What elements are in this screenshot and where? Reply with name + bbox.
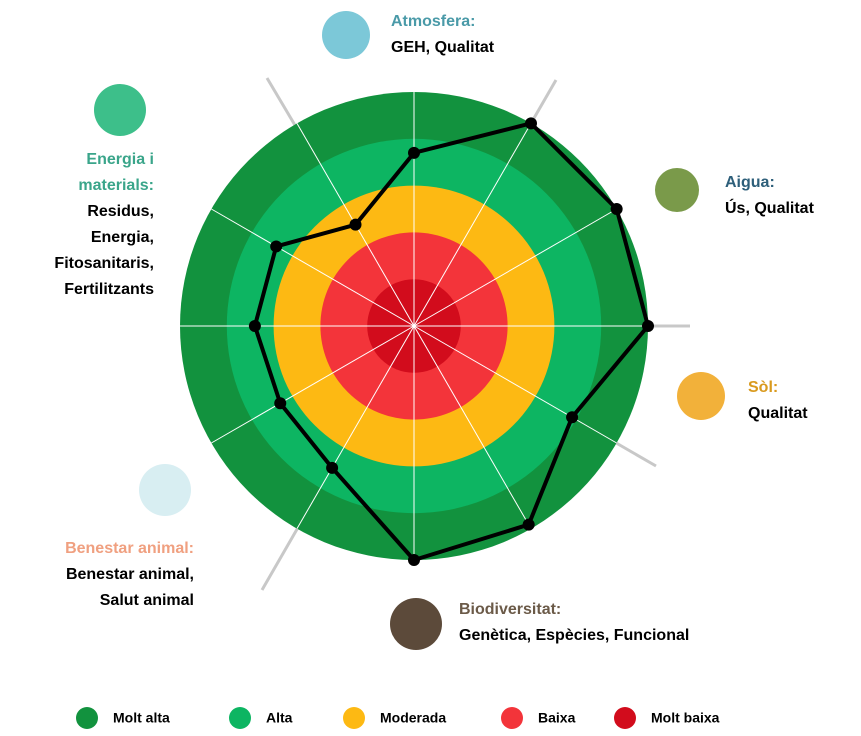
spokes <box>180 92 648 560</box>
icon-aigua <box>655 168 699 212</box>
radar-point <box>566 411 579 424</box>
legend-label: Alta <box>266 710 293 726</box>
spoke <box>413 325 532 529</box>
group-item: Genètica, Espècies, Funcional <box>459 627 689 644</box>
spoke <box>413 325 617 444</box>
spoke <box>211 208 415 327</box>
group-labels: Atmosfera: GEH, Qualitat Aigua: Ús, Qualita… <box>54 13 814 644</box>
radar-point <box>408 554 420 566</box>
icon-sol <box>677 372 725 420</box>
legend-label: Molt baixa <box>651 710 720 726</box>
group-title: Aigua: <box>725 174 775 191</box>
group-item: GEH, Qualitat <box>391 39 495 56</box>
group-title: Energia i <box>86 151 154 168</box>
icon-energia <box>94 84 146 136</box>
radar-point <box>525 117 537 130</box>
group-item: Fertilitzants <box>64 281 154 298</box>
legend-swatch <box>76 707 98 729</box>
radar-point <box>642 320 654 332</box>
group-item: Ús, Qualitat <box>725 198 815 217</box>
legend-label: Molt alta <box>113 710 170 726</box>
legend-label: Baixa <box>538 710 576 726</box>
icon-biodiversitat <box>390 598 442 650</box>
radar-point <box>522 518 535 531</box>
group-title: materials: <box>78 177 154 194</box>
radar-point <box>610 203 623 215</box>
radar-point <box>326 461 339 474</box>
legend-swatch <box>229 707 251 729</box>
group-item: Energia, <box>91 229 154 246</box>
radar-point <box>274 397 287 410</box>
legend-swatch <box>501 707 523 729</box>
radar-point <box>248 320 261 332</box>
series <box>248 117 654 566</box>
spoke <box>296 325 415 529</box>
legend-swatch <box>614 707 636 729</box>
group-title: Sòl: <box>748 379 778 396</box>
group-title: Atmosfera: <box>391 13 475 30</box>
legend-label: Moderada <box>380 710 446 726</box>
icons <box>94 11 725 650</box>
spoke <box>413 123 532 327</box>
spoke <box>413 208 617 327</box>
icon-atmosfera <box>322 11 370 59</box>
group-item: Qualitat <box>748 405 808 422</box>
radar-point <box>349 218 362 231</box>
legend-swatch <box>343 707 365 729</box>
group-item: Fitosanitaris, <box>54 255 154 272</box>
radar-point <box>270 240 283 253</box>
group-title: Biodiversitat: <box>459 601 561 618</box>
group-item: Salut animal <box>100 592 194 609</box>
radar-point <box>408 146 420 159</box>
group-item: Residus, <box>87 203 154 220</box>
spoke <box>211 325 415 444</box>
icon-benestar <box>139 464 191 516</box>
group-title: Benestar animal: <box>65 540 194 557</box>
legend: Molt alta Alta Moderada Baixa Molt baixa <box>76 707 720 729</box>
group-item: Benestar animal, <box>66 566 194 583</box>
